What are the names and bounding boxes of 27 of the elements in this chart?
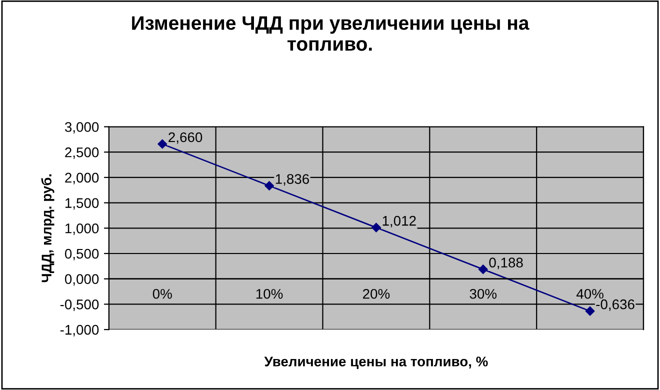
y-tick-label: 1,000: [65, 223, 99, 235]
data-label: 1,836: [276, 174, 309, 186]
point: [264, 181, 274, 190]
y-tick-label: 0,000: [64, 274, 99, 286]
data-label: 1,012: [382, 216, 416, 228]
y-tick-label: -1,000: [60, 324, 99, 336]
x-tick-label: 30%: [470, 288, 497, 299]
point: [585, 306, 595, 316]
point: [478, 264, 488, 274]
data-label: 2,660: [168, 132, 202, 144]
point: [372, 222, 381, 232]
x-tick-label: 0%: [152, 288, 172, 299]
data-label: 0,188: [489, 258, 523, 270]
x-axis-title: Увеличение цены на топливо, %: [264, 356, 488, 370]
y-tick-label: 2,000: [65, 172, 99, 184]
y-tick-label: 3,000: [64, 122, 99, 134]
data-label: -0,636: [596, 299, 634, 311]
chart-title: Изменение ЧДД при увеличении цены на топливо.: [132, 16, 530, 51]
y-axis-title: ЧДД, млрд. руб.: [41, 174, 54, 282]
y-tick-label: -0,500: [60, 300, 99, 312]
x-tick-label: 20%: [363, 288, 390, 299]
x-tick-label: 40%: [576, 288, 604, 299]
y-tick-label: 2,500: [65, 147, 99, 159]
x-tick-label: 10%: [256, 288, 283, 299]
y-tick-label: 0,500: [64, 248, 99, 260]
point: [158, 139, 167, 149]
y-tick-label: 1,500: [65, 198, 99, 210]
